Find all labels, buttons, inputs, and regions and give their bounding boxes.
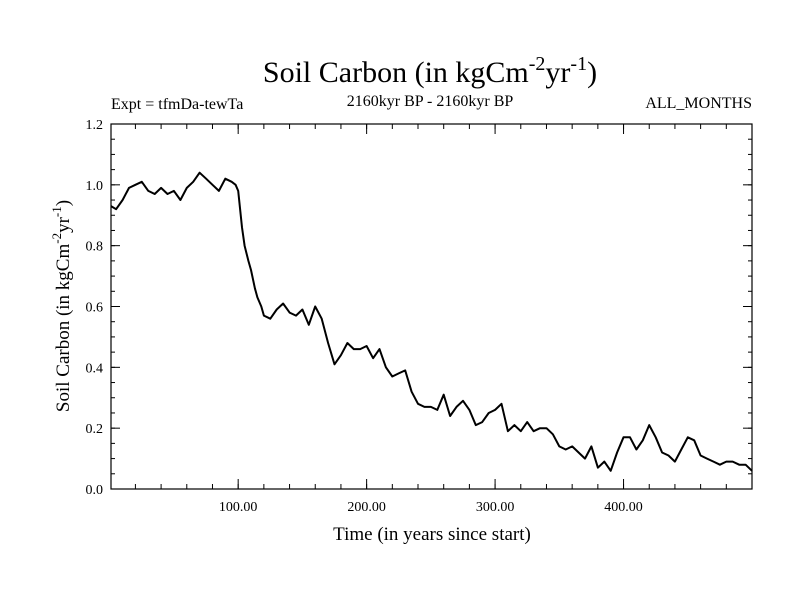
y-tick-label: 0.4 [86,361,104,376]
y-tick-label: 1.0 [86,179,104,194]
y-axis-label: Soil Carbon (in kgCm-2yr-1) [49,200,74,412]
months-label: ALL_MONTHS [645,95,752,112]
x-tick-label: 400.00 [604,500,643,515]
x-tick-label: 300.00 [476,500,515,515]
y-tick-label: 0.8 [86,240,104,255]
x-tick-label: 200.00 [347,500,386,515]
experiment-label: Expt = tfmDa-tewTa [111,96,243,113]
y-tick-label: 0.0 [86,483,104,498]
chart-title: Soil Carbon (in kgCm-2yr-1) [263,53,597,89]
plot-frame [110,123,753,490]
y-tick-label: 0.6 [86,301,104,316]
soil-carbon-series-line [110,171,753,472]
y-tick-label: 0.2 [86,422,104,437]
y-tick-label: 1.2 [86,118,104,133]
x-tick-label: 100.00 [219,500,258,515]
period-label: 2160kyr BP - 2160kyr BP [347,93,514,110]
x-axis-label: Time (in years since start) [333,524,531,545]
